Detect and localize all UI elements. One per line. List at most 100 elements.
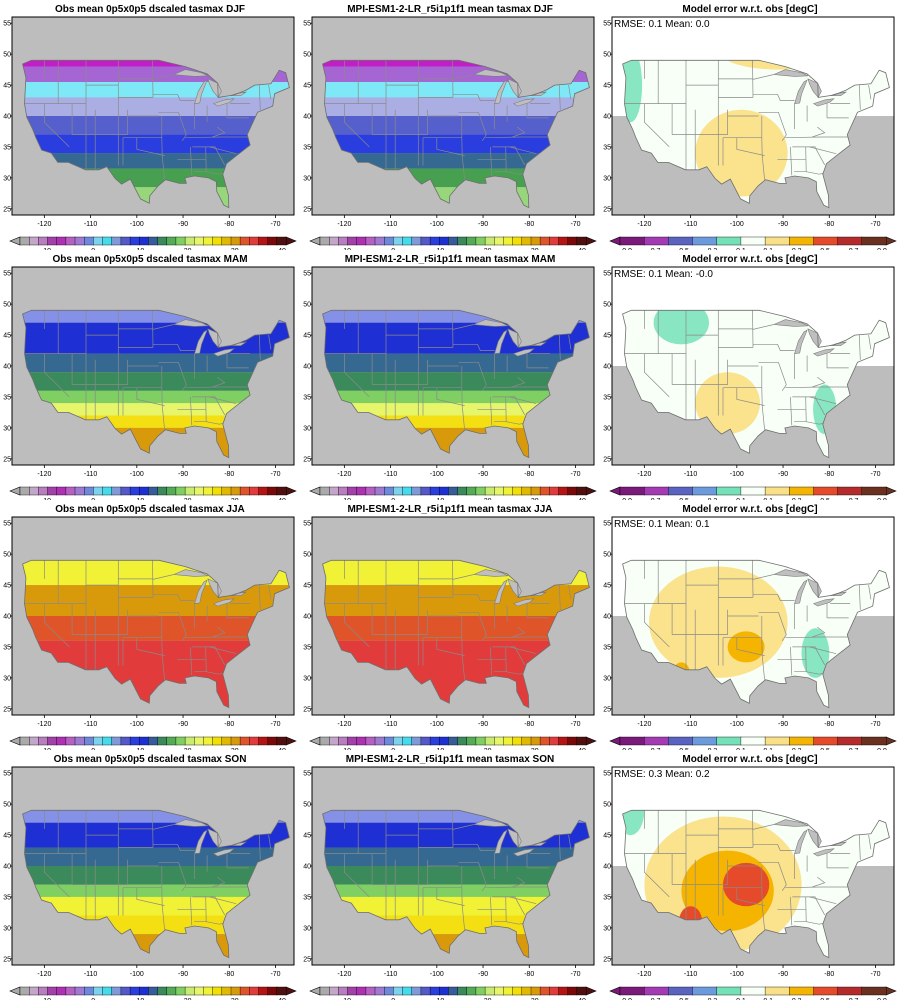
- great-lake: [194, 579, 208, 604]
- great-lake: [812, 348, 835, 357]
- great-lake: [173, 569, 209, 577]
- colorbar-swatch: [837, 736, 863, 746]
- panel-map: -120-110-100-90-80-7025303540455055-1001…: [3, 266, 297, 500]
- colorbar-swatch: [411, 986, 422, 996]
- x-tick-label: -70: [870, 471, 880, 478]
- colorbar-swatch: [19, 236, 30, 246]
- colorbar-swatch: [329, 986, 339, 996]
- colorbar-swatch: [175, 236, 186, 246]
- x-tick-label: -100: [730, 221, 744, 228]
- field-band: [22, 116, 290, 135]
- colorbar-swatch: [347, 486, 358, 496]
- state-border: [452, 824, 474, 830]
- state-border: [452, 324, 474, 330]
- y-tick-label: 25: [603, 706, 611, 713]
- colorbar-label: 0.5: [820, 748, 830, 750]
- colorbar-swatch: [93, 236, 104, 246]
- state-border: [258, 585, 261, 610]
- colorbar-swatch: [764, 736, 790, 746]
- great-lake: [212, 98, 235, 107]
- colorbar-swatch: [402, 236, 413, 246]
- colorbar-label: 0.7: [849, 248, 859, 250]
- stats-label: RMSE: 0.3 Mean: 0.2: [614, 769, 710, 780]
- state-border: [868, 585, 872, 600]
- colorbar-swatch: [448, 736, 459, 746]
- colorbar-label: -0.7: [648, 248, 660, 250]
- state-border: [478, 362, 487, 392]
- state-border: [161, 866, 165, 930]
- colorbar-swatch: [503, 236, 514, 246]
- great-lake: [512, 98, 535, 107]
- great-lake: [173, 819, 209, 827]
- coastline: [22, 559, 290, 709]
- state-border: [778, 612, 787, 642]
- colorbar-label: 10: [137, 748, 145, 750]
- great-lake: [194, 79, 208, 104]
- y-tick-label: 50: [603, 52, 611, 59]
- state-border: [461, 616, 465, 680]
- field-colorbar: -10 0 10 20 30 40: [309, 236, 597, 250]
- colorbar-swatch: [356, 236, 367, 246]
- colorbar-label: 0: [391, 498, 395, 500]
- y-tick-label: 50: [3, 552, 11, 559]
- y-tick-label: 30: [603, 925, 611, 932]
- colorbar-swatch: [420, 486, 431, 496]
- colorbar-swatch: [558, 736, 569, 746]
- mean-panel-jja: -120-110-100-90-80-7025303540455055-1001…: [300, 500, 600, 750]
- state-border: [477, 594, 495, 601]
- colorbar-swatch: [549, 986, 560, 996]
- colorbar-swatch: [393, 736, 404, 746]
- x-tick-label: -110: [384, 471, 398, 478]
- state-border: [485, 386, 549, 389]
- colorbar-swatch: [411, 236, 422, 246]
- colorbar-swatch: [837, 236, 863, 246]
- state-border: [190, 146, 193, 176]
- y-tick-label: 30: [3, 175, 11, 182]
- colorbar-label: 0: [91, 748, 95, 750]
- colorbar-swatch: [644, 486, 669, 496]
- colorbar-label: 40: [278, 998, 286, 1000]
- stats-label: RMSE: 0.1 Mean: -0.0: [614, 269, 713, 280]
- y-tick-label: 40: [3, 114, 11, 121]
- y-tick-label: 25: [303, 456, 311, 463]
- great-lake: [812, 848, 835, 857]
- state-border: [858, 585, 861, 610]
- great-lake: [512, 848, 535, 857]
- state-border: [777, 344, 795, 351]
- state-border: [778, 112, 787, 142]
- field-colorbar: -10 0 10 20 30 40: [309, 986, 597, 1000]
- y-tick-label: 35: [603, 394, 611, 401]
- colorbar-swatch: [148, 986, 159, 996]
- colorbar-swatch: [319, 736, 330, 746]
- x-tick-label: -120: [37, 721, 51, 728]
- colorbar-swatch: [194, 986, 205, 996]
- colorbar-swatch: [393, 486, 404, 496]
- colorbar-swatch: [429, 236, 440, 246]
- panel-map: -120-110-100-90-80-7025303540455055-0.9-…: [603, 766, 897, 1000]
- panel-map: -120-110-100-90-80-7025303540455055-1001…: [303, 516, 597, 750]
- y-tick-label: 25: [603, 456, 611, 463]
- state-border: [190, 896, 193, 926]
- y-tick-label: 30: [603, 425, 611, 432]
- colorbar-swatch: [576, 486, 587, 496]
- colorbar-low-arrow: [309, 736, 321, 746]
- stats-label: RMSE: 0.1 Mean: 0.0: [614, 19, 710, 30]
- colorbar-swatch: [383, 236, 394, 246]
- state-border: [809, 146, 837, 155]
- colorbar-swatch: [402, 736, 413, 746]
- great-lake: [212, 348, 235, 357]
- state-border: [752, 560, 754, 598]
- colorbar-swatch: [83, 486, 94, 496]
- state-borders: [324, 810, 572, 930]
- colorbar-swatch: [276, 736, 287, 746]
- state-border: [161, 616, 165, 680]
- x-tick-label: -100: [730, 971, 744, 978]
- colorbar-swatch: [19, 486, 30, 496]
- colorbar-swatch: [111, 236, 122, 246]
- state-border: [152, 74, 174, 80]
- state-border: [506, 921, 523, 925]
- colorbar-label: 0.9: [877, 748, 887, 750]
- great-lake: [512, 348, 535, 357]
- colorbar-swatch: [466, 736, 477, 746]
- state-borders: [24, 560, 272, 680]
